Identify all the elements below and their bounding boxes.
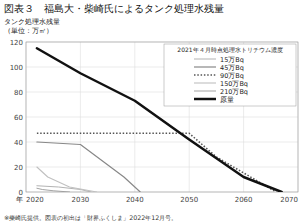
x-label: 年	[16, 196, 23, 204]
x-tick-label: 2060	[235, 196, 253, 204]
series-line	[37, 186, 91, 192]
legend-entry: 原量	[220, 96, 234, 104]
legend-entry: 45万Bq	[220, 64, 244, 72]
x-tick-label: 2020	[26, 196, 44, 204]
footnote: ※柴崎氏提供。図表の初出は「財界ふくしま」2022年12月号。	[4, 214, 177, 222]
legend-swatch	[194, 98, 216, 101]
y-label: （単位：万㎥）	[4, 27, 53, 35]
plot-frame	[26, 42, 298, 192]
y-tick-label: 60	[14, 114, 23, 122]
legend-swatch	[194, 91, 216, 92]
series-line	[37, 167, 97, 192]
legend-entry: 150万Bq	[220, 80, 248, 88]
legend-swatch	[194, 82, 216, 83]
legend-swatch	[194, 59, 216, 60]
legend-entry: 90万Bq	[220, 72, 244, 80]
legend-swatch	[194, 66, 216, 67]
legend-swatch	[194, 74, 216, 76]
y-grid-line	[26, 117, 298, 118]
x-grid-line	[80, 42, 81, 192]
y-grid-line	[26, 167, 298, 168]
series-line	[37, 188, 70, 192]
grid	[26, 42, 298, 192]
title: 図表３ 福島大・柴崎氏によるタンク処理水残量	[4, 3, 224, 14]
legend-entry: 15万Bq	[220, 56, 244, 64]
y-tick-label: 100	[10, 64, 23, 72]
y-tick-label: 120	[10, 39, 23, 47]
series-line	[37, 142, 140, 192]
legend-title: 2021年４月時点処理水トリチウム濃度	[177, 46, 282, 53]
chart: 図表３ 福島大・柴崎氏によるタンク処理水残量タンク処理水残量（単位：万㎥）020…	[0, 0, 306, 224]
y-tick-label: 40	[14, 139, 23, 147]
y-tick-label: 20	[14, 164, 23, 172]
x-tick-label: 2050	[180, 196, 198, 204]
x-tick-label: 2040	[126, 196, 144, 204]
series-line	[37, 133, 276, 192]
y-tick-label: 80	[14, 89, 23, 97]
x-tick-label: 2030	[71, 196, 89, 204]
x-grid-line	[134, 42, 135, 192]
legend: 2021年４月時点処理水トリチウム濃度 15万Bq45万Bq90万Bq150万Bq…	[164, 44, 296, 106]
legend-box	[164, 44, 296, 106]
y-grid-line	[26, 142, 298, 143]
x-tick-label: 2070	[280, 196, 298, 204]
legend-entry: 210万Bq	[220, 88, 248, 96]
y-label: タンク処理水残量	[4, 18, 60, 26]
